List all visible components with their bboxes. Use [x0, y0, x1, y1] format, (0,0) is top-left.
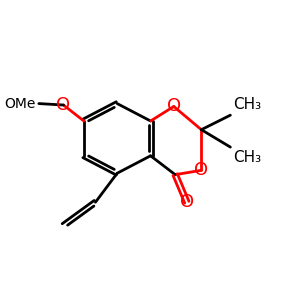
- Text: O: O: [194, 161, 208, 179]
- Text: CH₃: CH₃: [233, 97, 261, 112]
- Text: CH₃: CH₃: [233, 150, 261, 165]
- Text: OMe: OMe: [4, 97, 36, 111]
- Text: O: O: [167, 98, 181, 116]
- Text: O: O: [56, 96, 70, 114]
- Text: O: O: [180, 193, 194, 211]
